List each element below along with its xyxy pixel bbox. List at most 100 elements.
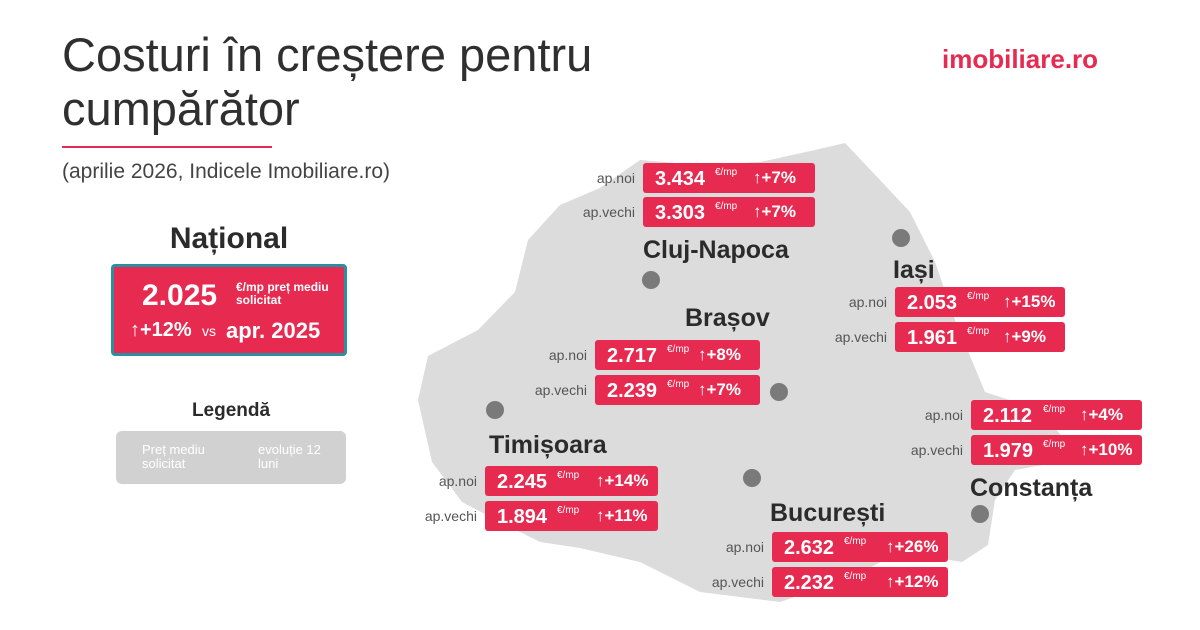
- unit: €/mp: [557, 505, 580, 516]
- price: 1.979: [983, 440, 1034, 462]
- unit: €/mp: [1043, 404, 1066, 415]
- legend-title: Legendă: [191, 400, 271, 421]
- change: ↑+14%: [596, 471, 649, 490]
- price: 2.632: [784, 537, 835, 559]
- row-label: ap.vechi: [910, 442, 963, 458]
- row-label: ap.vechi: [582, 204, 635, 220]
- city-dot: [770, 383, 788, 401]
- price: 1.894: [497, 506, 548, 528]
- price-box: 2.232 €/mp ↑+12%: [772, 567, 948, 597]
- row-label: ap.noi: [924, 407, 963, 423]
- national-vs: vs: [202, 323, 216, 339]
- city-name: Cluj-Napoca: [643, 236, 789, 264]
- price-box: 3.434 €/mp ↑+7%: [643, 163, 815, 193]
- unit: €/mp: [844, 536, 867, 547]
- price-box: 1.961 €/mp ↑+9%: [895, 322, 1065, 352]
- city-name: București: [770, 499, 886, 527]
- row-label: ap.noi: [725, 539, 764, 555]
- price: 2.245: [497, 471, 548, 493]
- change-value: +12%: [894, 572, 939, 591]
- subtitle: (aprilie 2026, Indicele Imobiliare.ro): [62, 160, 390, 183]
- change: ↑+8%: [698, 345, 742, 364]
- row-label: ap.vechi: [834, 329, 887, 345]
- price: 1.961: [907, 327, 958, 349]
- price: 2.112: [983, 405, 1032, 427]
- national-change-value: +12%: [140, 319, 192, 341]
- city-dot: [743, 469, 761, 487]
- change-value: +11%: [604, 506, 648, 525]
- change: ↑+9%: [1003, 327, 1047, 346]
- unit: €/mp: [667, 379, 690, 390]
- change-value: +10%: [1088, 440, 1133, 459]
- unit: €/mp: [715, 201, 738, 212]
- change-value: +7%: [706, 380, 742, 399]
- row-label: ap.noi: [438, 473, 477, 489]
- unit: €/mp: [967, 326, 990, 337]
- change: ↑+7%: [698, 380, 742, 399]
- row-label: ap.vechi: [424, 508, 477, 524]
- price-box: 2.112 €/mp ↑+4%: [971, 400, 1142, 430]
- city-name: Iași: [893, 256, 935, 284]
- change-value: +4%: [1088, 405, 1124, 424]
- city-name: Constanța: [970, 474, 1093, 502]
- logo: imobiliare.ro: [942, 44, 1099, 74]
- price-box: 3.303 €/mp ↑+7%: [643, 197, 815, 227]
- change-value: +7%: [761, 202, 797, 221]
- change: ↑+4%: [1080, 405, 1124, 424]
- city-dot: [642, 271, 660, 289]
- price: 2.232: [784, 572, 835, 594]
- legend-item: evoluție 12 luni: [258, 442, 321, 471]
- unit: €/mp: [1043, 439, 1066, 450]
- change-value: +26%: [894, 537, 939, 556]
- national-box: 2.025 €/mp preț mediu solicitat ↑+12% vs…: [111, 264, 347, 356]
- price: 2.239: [607, 380, 658, 402]
- unit: €/mp: [715, 167, 738, 178]
- change: ↑+12%: [886, 572, 939, 591]
- change: ↑+15%: [1003, 292, 1056, 311]
- price: 2.053: [907, 292, 958, 314]
- city-dot: [892, 229, 910, 247]
- row-label: ap.noi: [848, 294, 887, 310]
- price: 3.303: [655, 202, 706, 224]
- change: ↑+7%: [753, 202, 797, 221]
- price-box: 1.979 €/mp ↑+10%: [971, 435, 1142, 465]
- price: 2.717: [607, 345, 658, 367]
- unit: €/mp: [844, 571, 867, 582]
- row-label: ap.vechi: [711, 574, 764, 590]
- change: ↑+7%: [753, 168, 797, 187]
- price-box: 2.053 €/mp ↑+15%: [895, 287, 1065, 317]
- price-box: 2.239 €/mp ↑+7%: [595, 375, 760, 405]
- national-period: apr. 2025: [226, 318, 321, 343]
- national-unit: €/mp preț mediu solicitat: [236, 280, 329, 307]
- unit: €/mp: [557, 470, 580, 481]
- change: ↑+10%: [1080, 440, 1133, 459]
- city-dot: [971, 505, 989, 523]
- title: Costuri în creștere pentru cumpărător: [62, 28, 592, 136]
- title-line: Costuri în creștere pentru: [62, 28, 593, 81]
- row-label: ap.vechi: [534, 382, 587, 398]
- row-label: ap.noi: [548, 347, 587, 363]
- change: ↑+26%: [886, 537, 939, 556]
- price-box: 2.245 €/mp ↑+14%: [485, 466, 658, 496]
- change-value: +8%: [706, 345, 742, 364]
- city-name: Timișoara: [489, 431, 607, 459]
- city-dot: [486, 401, 504, 419]
- city-name: Brașov: [685, 304, 770, 332]
- national-change: ↑+12%: [130, 319, 192, 341]
- price: 3.434: [655, 168, 706, 190]
- price-box: 2.717 €/mp ↑+8%: [595, 340, 760, 370]
- change-value: +7%: [761, 168, 797, 187]
- change: ↑+11%: [596, 506, 648, 525]
- row-label: ap.noi: [596, 170, 635, 186]
- change-value: +15%: [1011, 292, 1056, 311]
- unit: €/mp: [967, 291, 990, 302]
- national-price: 2.025: [142, 279, 218, 312]
- title-line: cumpărător: [62, 82, 300, 135]
- legend-item: Preț mediu solicitat: [142, 442, 205, 471]
- legend-box: Preț mediu solicitat evoluție 12 luni: [116, 431, 346, 484]
- change-value: +14%: [604, 471, 649, 490]
- price-box: 2.632 €/mp ↑+26%: [772, 532, 948, 562]
- unit: €/mp: [667, 344, 690, 355]
- change-value: +9%: [1011, 327, 1047, 346]
